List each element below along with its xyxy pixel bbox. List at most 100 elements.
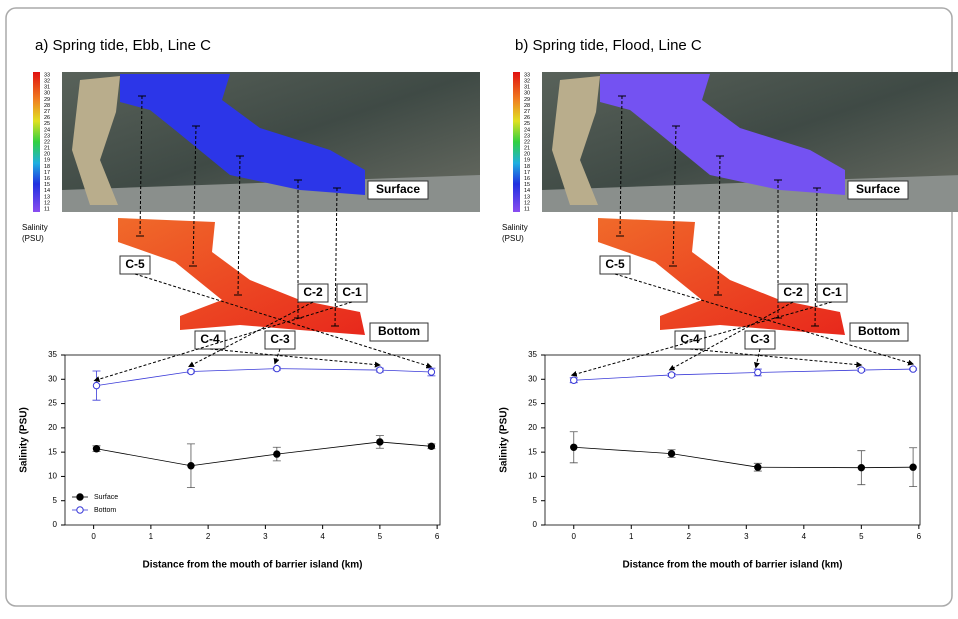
annotation-box [367, 180, 429, 200]
colorbar-label: Salinity (PSU) [502, 223, 528, 243]
station-link [619, 95, 623, 237]
colorbar-tick-label: 31 [524, 85, 530, 91]
annotation: Bottom [378, 324, 420, 338]
legend-label: Surface [94, 494, 118, 501]
y-tick-label: 0 [53, 520, 58, 529]
station-arrow [134, 273, 433, 369]
plot-area [64, 354, 441, 526]
colorbar-tick-label: 32 [524, 79, 530, 85]
station-arrow [570, 301, 833, 377]
station-arrow [668, 301, 794, 371]
legend-marker [76, 493, 84, 501]
data-point [909, 365, 917, 373]
colorbar-tick-label: 28 [44, 103, 50, 109]
x-tick-label: 4 [802, 532, 807, 541]
colorbar-tick-label: 24 [44, 127, 50, 133]
y-tick-label: 20 [48, 423, 57, 432]
y-tick-label: 10 [48, 472, 57, 481]
colorbar-label-line: (PSU) [22, 234, 44, 243]
annotation: C-2 [783, 285, 803, 299]
data-point [754, 463, 762, 471]
colorbar-tick-label: 28 [524, 103, 530, 109]
x-tick-label: 4 [320, 532, 325, 541]
colorbar-tick-label: 20 [524, 152, 530, 158]
colorbar-tick-label: 30 [524, 91, 530, 97]
colorbar-tick-label: 33 [44, 72, 50, 78]
data-point [376, 438, 384, 446]
station-arrow [753, 348, 761, 369]
colorbar [513, 72, 520, 212]
colorbar-tick-label: 26 [44, 115, 50, 121]
data-point [273, 450, 281, 458]
colorbar-tick-label: 21 [524, 146, 530, 152]
station-link [192, 125, 197, 267]
colorbar-tick-label: 20 [44, 152, 50, 158]
station-link [237, 155, 241, 296]
colorbar-tick-label: 17 [524, 170, 530, 176]
annotation-box [847, 180, 909, 200]
annotation: Surface [376, 182, 420, 196]
colorbar-tick-label: 26 [524, 115, 530, 121]
annotation: C-5 [125, 257, 145, 271]
colorbar-tick-label: 11 [524, 206, 530, 212]
y-tick-label: 35 [48, 350, 57, 359]
station-link [139, 95, 143, 237]
station-arrow [188, 301, 314, 367]
station-arrow [689, 348, 863, 368]
annotation: C-5 [605, 257, 625, 271]
colorbar-tick-label: 22 [44, 139, 50, 145]
x-tick-label: 6 [917, 532, 922, 541]
x-tick-label: 2 [687, 532, 692, 541]
x-tick-label: 1 [149, 532, 154, 541]
data-point [570, 376, 578, 384]
annotation: Surface [856, 182, 900, 196]
colorbar-tick-label: 21 [44, 146, 50, 152]
data-point [92, 445, 101, 453]
x-tick-label: 6 [435, 532, 440, 541]
x-tick-label: 1 [629, 532, 634, 541]
station-link [814, 187, 818, 327]
annotation: C-1 [822, 285, 842, 299]
annotation: Bottom [858, 324, 900, 338]
y-tick-label: 30 [528, 374, 537, 383]
station-arrow [614, 273, 915, 366]
y-tick-label: 0 [533, 520, 538, 529]
colorbar-tick-label: 31 [44, 85, 50, 91]
colorbar-tick-label: 23 [524, 133, 530, 139]
colorbar-label-line: (PSU) [502, 234, 524, 243]
colorbar-tick-label: 22 [524, 139, 530, 145]
data-point [667, 371, 676, 379]
x-tick-label: 0 [91, 532, 96, 541]
annotation: C-3 [750, 332, 770, 346]
colorbar-tick-label: 19 [524, 158, 530, 164]
colorbar-tick-label: 23 [44, 133, 50, 139]
colorbar-tick-label: 33 [524, 72, 530, 78]
plot-area [544, 354, 921, 526]
data-point [273, 364, 281, 373]
x-tick-label: 5 [859, 532, 864, 541]
data-point [427, 442, 436, 451]
station-arrow [209, 348, 381, 368]
colorbar-tick-label: 12 [44, 200, 50, 206]
colorbar-tick-label: 12 [524, 200, 530, 206]
x-axis-label: Distance from the mouth of barrier islan… [142, 560, 362, 571]
colorbar-tick-label: 17 [44, 170, 50, 176]
panel-title: a) Spring tide, Ebb, Line C [35, 37, 211, 54]
sand-spit [552, 76, 600, 205]
colorbar-tick-label: 29 [524, 97, 530, 103]
legend-marker [76, 506, 84, 514]
y-axis-label: Salinity (PSU) [499, 407, 510, 473]
y-tick-label: 10 [528, 472, 537, 481]
station-arrow [273, 348, 281, 365]
colorbar-tick-label: 18 [44, 164, 50, 170]
data-point [667, 449, 676, 458]
surface-plume [600, 74, 845, 195]
colorbar-tick-label: 19 [44, 158, 50, 164]
x-tick-label: 5 [378, 532, 383, 541]
colorbar-tick-label: 11 [44, 206, 50, 212]
y-tick-label: 25 [48, 399, 57, 408]
colorbar-tick-label: 18 [524, 164, 530, 170]
data-point [92, 381, 101, 390]
surface-plume [120, 74, 365, 195]
colorbar-tick-label: 15 [44, 182, 50, 188]
